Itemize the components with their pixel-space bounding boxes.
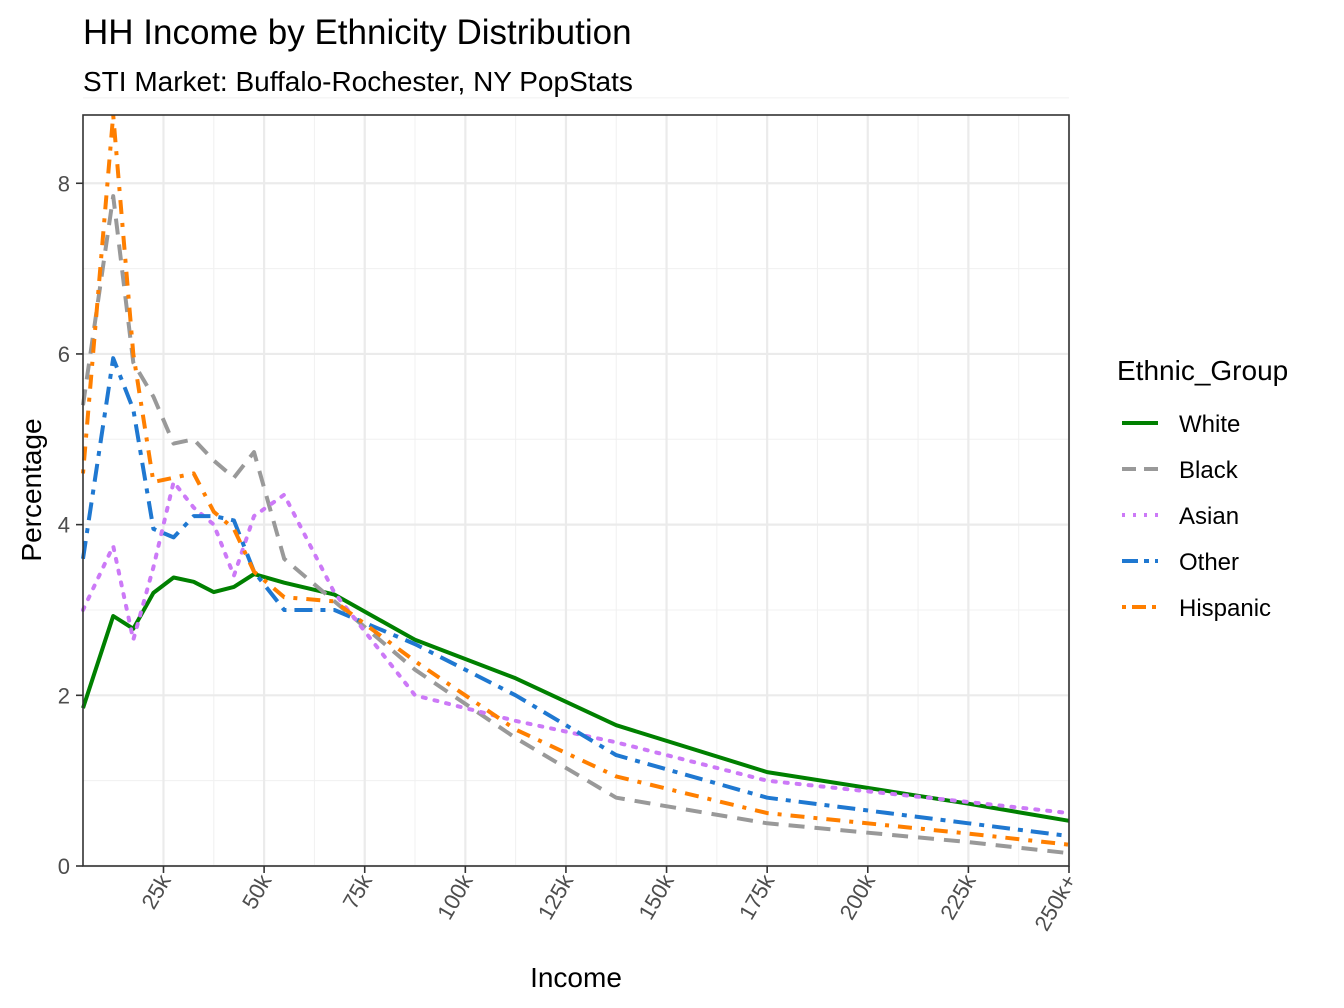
series-line-asian [81,480,1071,816]
legend-label: Black [1179,457,1239,484]
legend-label: Other [1179,549,1239,576]
x-tick-label: 200k [835,869,881,924]
y-tick-label: 0 [58,854,70,879]
legend-label: Asian [1179,503,1239,530]
legend: White Black Asian Other Hispanic [1122,411,1271,622]
y-axis-label: Percentage [16,418,47,561]
x-tick-label: 25k [136,869,176,913]
x-tick-label: 125k [533,869,579,924]
chart-subtitle: STI Market: Buffalo-Rochester, NY PopSta… [83,66,633,97]
series-lines [81,113,1071,856]
series-line-hispanic [81,113,1070,847]
x-axis-label: Income [530,962,622,993]
x-tick-label: 75k [338,869,378,913]
y-tick-label: 8 [58,171,70,196]
series-line-other [81,356,1070,839]
grid [83,97,1071,868]
x-tick-label: 100k [432,869,478,924]
plot-border [82,114,1070,867]
x-tick-label: 50k [237,869,277,913]
x-tick-label: 175k [734,869,780,924]
y-tick-label: 6 [58,342,70,367]
chart-title: HH Income by Ethnicity Distribution [83,13,632,52]
y-tick-label: 2 [58,683,70,708]
legend-title: Ethnic_Group [1117,355,1288,386]
legend-label: Hispanic [1179,595,1271,622]
series-line-black [81,194,1070,856]
x-tick-label: 150k [633,869,679,924]
series-line-white [81,572,1070,823]
legend-label: White [1179,411,1240,438]
x-tick-label: 250k+ [1029,870,1081,935]
y-tick-label: 4 [58,513,70,538]
axis-ticks: 25k 50k 75k 100k 125k 150k 175k 200k 225k 250k+ 0 2… [58,171,1082,935]
x-tick-label: 225k [935,869,981,924]
